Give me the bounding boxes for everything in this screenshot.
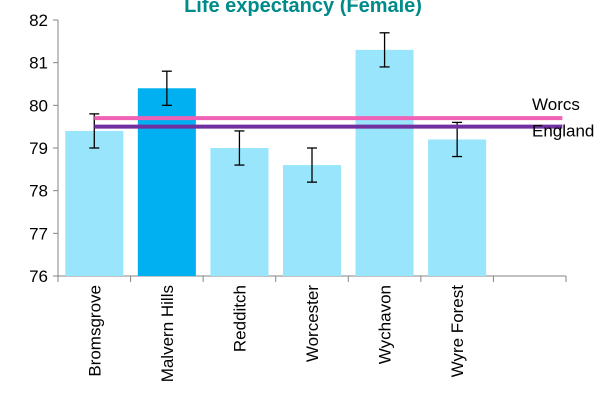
y-tick-label: 81: [29, 54, 48, 73]
x-tick-label: Redditch: [230, 285, 249, 352]
y-tick-label: 77: [29, 224, 48, 243]
x-tick-labels: Bromsgrove Malvern Hills Redditch Worcester…: [85, 285, 467, 383]
bar: [210, 148, 269, 276]
bar: [65, 130, 124, 276]
x-tick-label: Wychavon: [376, 285, 395, 364]
x-tick-label: Wyre Forest: [448, 285, 467, 378]
chart-title: Life expectancy (Female): [184, 0, 422, 17]
bar: [355, 49, 414, 276]
x-tick-label: Malvern Hills: [158, 285, 177, 382]
y-tick-labels: 76 77 78 79 80 81 82: [29, 11, 48, 286]
bar: [428, 139, 487, 276]
y-tick-label: 76: [29, 267, 48, 286]
bars: [65, 49, 487, 277]
y-tick-label: 80: [29, 96, 48, 115]
reference-line-label: England: [532, 122, 594, 141]
y-tick-label: 79: [29, 139, 48, 158]
y-tick-label: 82: [29, 11, 48, 30]
reference-lines: Worcs England: [94, 95, 594, 141]
x-tick-label: Worcester: [303, 285, 322, 362]
reference-line-label: Worcs: [532, 95, 580, 114]
y-tick-label: 78: [29, 182, 48, 201]
x-tick-label: Bromsgrove: [85, 285, 104, 377]
bar: [282, 165, 342, 276]
